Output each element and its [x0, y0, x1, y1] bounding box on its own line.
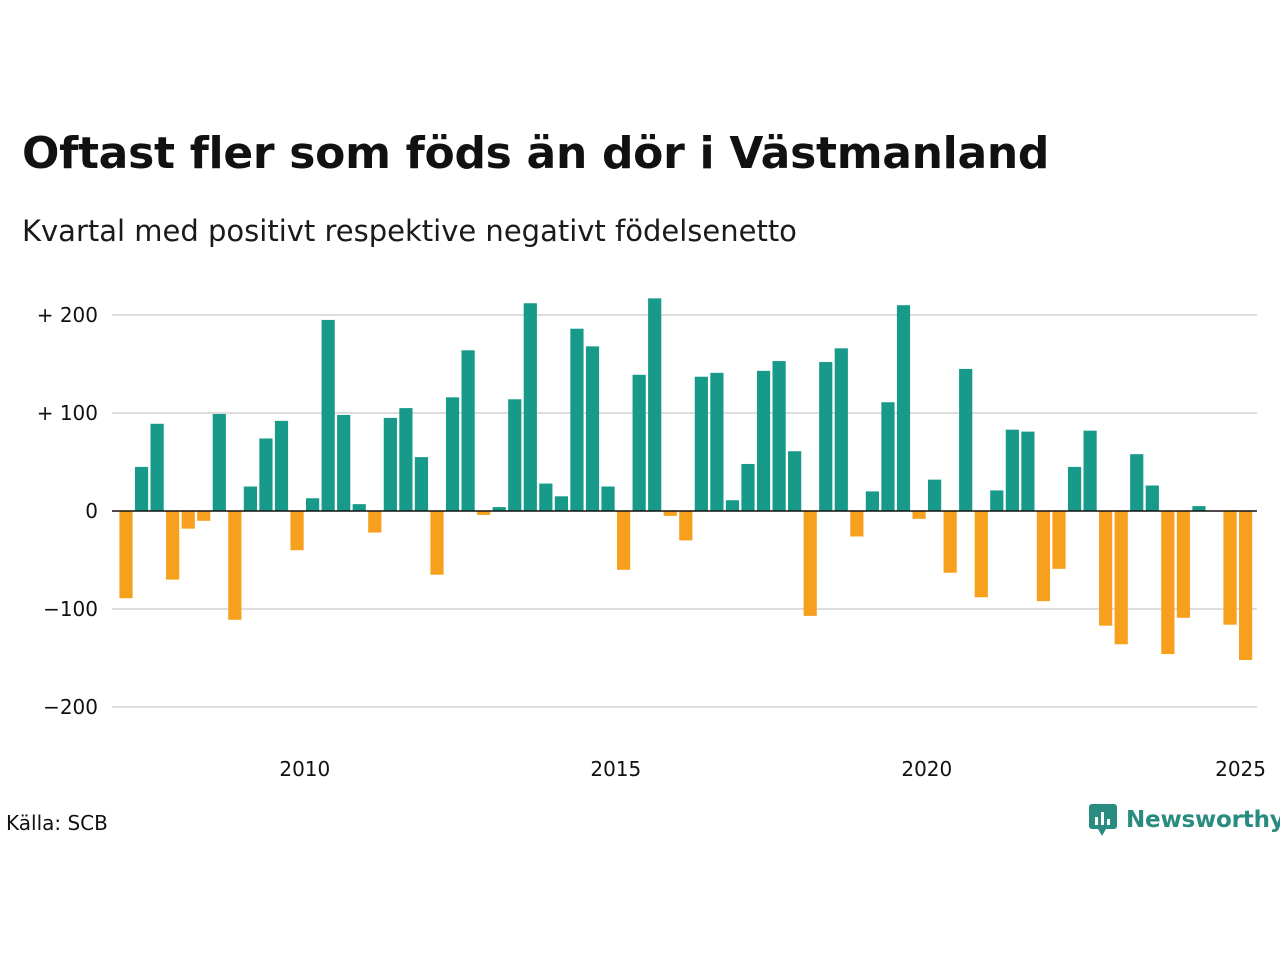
- bar: [928, 479, 942, 511]
- bar: [694, 376, 708, 511]
- bar: [896, 305, 911, 511]
- bar: [819, 362, 833, 511]
- bar: [134, 466, 149, 511]
- bar: [1052, 511, 1066, 569]
- bar: [492, 507, 506, 511]
- bar: [1176, 511, 1190, 618]
- bar: [166, 511, 180, 580]
- bar: [601, 486, 615, 511]
- bar: [756, 370, 771, 511]
- y-tick-label: −200: [43, 695, 98, 719]
- y-tick-label: 0: [85, 499, 98, 523]
- bar: [119, 511, 133, 599]
- bar: [306, 498, 320, 511]
- bar: [943, 511, 957, 573]
- bar: [912, 511, 926, 519]
- bar: [399, 408, 413, 511]
- bar: [430, 511, 444, 575]
- bar: [585, 346, 600, 511]
- bar: [850, 511, 864, 537]
- bar: [881, 402, 895, 511]
- y-tick-label: + 100: [37, 401, 98, 425]
- bar: [772, 361, 786, 511]
- brand-logo: Newsworthy: [1088, 803, 1280, 837]
- bar: [959, 368, 973, 511]
- bar: [1036, 511, 1051, 602]
- bar: [197, 511, 211, 521]
- bar: [1114, 511, 1128, 645]
- bar: [1145, 485, 1159, 511]
- bar: [974, 511, 988, 598]
- bar: [539, 483, 553, 511]
- bar: [617, 511, 631, 570]
- bar: [321, 319, 335, 511]
- bar: [150, 423, 164, 511]
- bar: [663, 511, 677, 516]
- bar: [1099, 511, 1113, 626]
- bar: [648, 298, 662, 511]
- bar: [414, 457, 429, 511]
- bar: [1161, 511, 1175, 655]
- grid-lines: [112, 314, 1257, 708]
- bar: [710, 372, 724, 511]
- bars: [119, 298, 1253, 660]
- bar: [1021, 431, 1035, 511]
- newsworthy-logo-icon: [1089, 804, 1117, 836]
- x-tick-label: 2020: [901, 757, 952, 781]
- bar: [1223, 511, 1237, 625]
- bar: [461, 350, 475, 511]
- bar: [1005, 429, 1019, 511]
- bar: [523, 303, 537, 511]
- bar: [212, 413, 226, 511]
- bar: [1067, 466, 1082, 511]
- bar: [865, 491, 879, 511]
- bar: [990, 490, 1004, 511]
- bar: [788, 451, 802, 511]
- bar: [570, 328, 584, 511]
- bar: [741, 463, 755, 511]
- chart-subtitle: Kvartal med positivt respektive negativt…: [22, 214, 797, 248]
- source-note: Källa: SCB: [6, 811, 108, 835]
- bar: [368, 511, 382, 533]
- axes: + 200 + 100 0 −100 −200 2010 2015 2020 2025: [37, 303, 1266, 781]
- bar: [1239, 511, 1253, 660]
- bar: [383, 417, 397, 511]
- bar: [632, 374, 646, 511]
- bar: [1130, 454, 1144, 511]
- brand-name: Newsworthy: [1126, 807, 1280, 833]
- bar: [679, 511, 693, 541]
- x-tick-label: 2010: [279, 757, 330, 781]
- bar: [554, 496, 568, 511]
- bar: [508, 399, 522, 511]
- bar: [228, 511, 242, 620]
- bar: [274, 420, 289, 511]
- bar: [1083, 430, 1097, 511]
- y-tick-label: + 200: [37, 303, 98, 327]
- bar-chart: + 200 + 100 0 −100 −200 2010 2015 2020 2025: [37, 298, 1266, 781]
- bar: [352, 504, 366, 511]
- chart-title: Oftast fler som föds än dör i Västmanlan…: [22, 128, 1050, 179]
- bar: [259, 438, 273, 511]
- bar: [337, 414, 351, 511]
- x-tick-label: 2015: [590, 757, 641, 781]
- bar: [1192, 506, 1206, 511]
- bar: [290, 511, 304, 551]
- bar: [834, 348, 848, 511]
- bar: [803, 511, 817, 616]
- bar: [243, 486, 257, 511]
- bar: [725, 500, 740, 511]
- bar: [445, 397, 460, 511]
- x-tick-label: 2025: [1215, 757, 1266, 781]
- bar: [181, 511, 195, 529]
- y-tick-label: −100: [43, 597, 98, 621]
- bar: [477, 511, 491, 515]
